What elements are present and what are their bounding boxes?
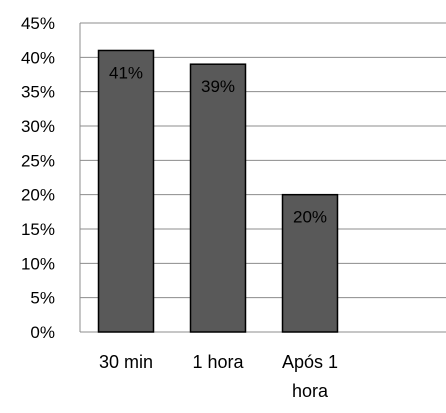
x-category-label: 1 hora bbox=[192, 352, 244, 372]
y-tick-label: 10% bbox=[21, 254, 55, 273]
y-tick-label: 35% bbox=[21, 83, 55, 102]
y-tick-labels: 0% 5% 10% 15% 20% 25% 30% 35% 40% 45% bbox=[21, 14, 55, 342]
y-tick-label: 5% bbox=[30, 289, 55, 308]
y-tick-label: 0% bbox=[30, 323, 55, 342]
data-label: 41% bbox=[109, 63, 143, 82]
data-label: 39% bbox=[201, 77, 235, 96]
bars bbox=[97, 49, 339, 333]
data-labels: 41% 39% 20% bbox=[109, 63, 327, 226]
y-tick-label: 40% bbox=[21, 48, 55, 67]
y-tick-label: 20% bbox=[21, 186, 55, 205]
bar bbox=[97, 49, 155, 333]
bar bbox=[189, 63, 247, 333]
x-category-labels: 30 min 1 hora Após 1 hora bbox=[99, 352, 338, 401]
y-tick-label: 15% bbox=[21, 220, 55, 239]
x-category-label: 30 min bbox=[99, 352, 153, 372]
bar bbox=[281, 193, 339, 333]
x-category-label: Após 1 hora bbox=[282, 352, 338, 401]
y-tick-label: 45% bbox=[21, 14, 55, 33]
y-tick-label: 25% bbox=[21, 151, 55, 170]
y-tick-label: 30% bbox=[21, 117, 55, 136]
data-label: 20% bbox=[293, 208, 327, 227]
